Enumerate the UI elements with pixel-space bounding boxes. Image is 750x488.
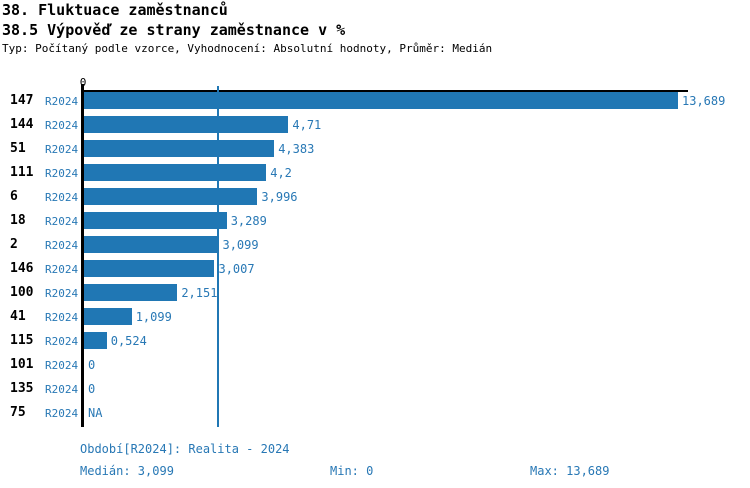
row-id-label: 18 (10, 213, 26, 228)
row-period-label: R2024 (45, 119, 79, 132)
bar (84, 236, 219, 253)
row-period-label: R2024 (45, 263, 79, 276)
bar-value-label: 4,71 (292, 118, 322, 132)
row-id-label: 2 (10, 237, 18, 252)
row-id-label: 111 (10, 165, 34, 180)
row-id-label: 135 (10, 381, 34, 396)
row-id-label: 100 (10, 285, 34, 300)
row-period-label: R2024 (45, 143, 79, 156)
bar-value-label: 3,099 (222, 238, 259, 252)
bar-value-label: 1,099 (135, 310, 172, 324)
row-period-label: R2024 (45, 287, 79, 300)
row-period-label: R2024 (45, 407, 79, 420)
y-axis-line (81, 84, 84, 427)
bar-row: 41 R2024 1,099 (0, 305, 750, 329)
footer-min-label: Min: 0 (330, 464, 374, 478)
bar-value-label: 0,524 (110, 334, 147, 348)
row-period-label: R2024 (45, 167, 79, 180)
footer-median-label: Medián: 3,099 (80, 464, 174, 478)
chart-title-line1: 38. Fluktuace zaměstnanců (2, 1, 228, 19)
bar (84, 164, 267, 181)
chart-title-line2: 38.5 Výpověď ze strany zaměstnance v % (2, 21, 346, 39)
bar-row: 135 R2024 0 (0, 377, 750, 401)
row-id-label: 6 (10, 189, 18, 204)
row-period-label: R2024 (45, 95, 79, 108)
row-period-label: R2024 (45, 311, 79, 324)
bar (84, 332, 107, 349)
bar-row: 144 R2024 4,71 (0, 113, 750, 137)
bar (84, 308, 132, 325)
bar-value-label: 3,996 (261, 190, 298, 204)
bar-value-label: 0 (88, 382, 96, 396)
footer-max-label: Max: 13,689 (530, 464, 610, 478)
bar-row: 101 R2024 0 (0, 353, 750, 377)
row-id-label: 146 (10, 261, 34, 276)
bar-value-label: 4,2 (270, 166, 292, 180)
bar (84, 212, 227, 229)
bar-value-label: 4,383 (278, 142, 315, 156)
bar (84, 92, 678, 109)
bar-row: 100 R2024 2,151 (0, 281, 750, 305)
bar-value-label: 3,007 (218, 262, 255, 276)
bar-value-label: 3,289 (230, 214, 267, 228)
row-period-label: R2024 (45, 335, 79, 348)
bar-row: 146 R2024 3,007 (0, 257, 750, 281)
bar-row: 2 R2024 3,099 (0, 233, 750, 257)
chart-subtitle: Typ: Počítaný podle vzorce, Vyhodnocení:… (2, 42, 493, 55)
row-period-label: R2024 (45, 239, 79, 252)
x-axis-zero-tick-label: 0 (79, 76, 87, 89)
median-line (217, 86, 220, 427)
row-id-label: 101 (10, 357, 34, 372)
bar-row: 6 R2024 3,996 (0, 185, 750, 209)
x-axis-line (81, 90, 688, 92)
row-id-label: 41 (10, 309, 26, 324)
row-id-label: 115 (10, 333, 34, 348)
bar-row: 147 R2024 13,689 (0, 89, 750, 113)
row-period-label: R2024 (45, 215, 79, 228)
footer-period-label: Období[R2024]: Realita - 2024 (80, 442, 290, 456)
bar (84, 116, 289, 133)
row-id-label: 147 (10, 93, 34, 108)
bar (84, 260, 215, 277)
row-period-label: R2024 (45, 359, 79, 372)
row-period-label: R2024 (45, 191, 79, 204)
row-period-label: R2024 (45, 383, 79, 396)
bar-value-label: 13,689 (682, 94, 726, 108)
bar-row: 51 R2024 4,383 (0, 137, 750, 161)
bar-row: 18 R2024 3,289 (0, 209, 750, 233)
bar (84, 284, 178, 301)
bar (84, 188, 258, 205)
bar-value-label: 2,151 (181, 286, 218, 300)
bar-row: 75 R2024 NA (0, 401, 750, 425)
row-id-label: 144 (10, 117, 34, 132)
bar-row: 115 R2024 0,524 (0, 329, 750, 353)
row-id-label: 51 (10, 141, 26, 156)
bar-value-label: NA (88, 406, 103, 420)
bar (84, 140, 275, 157)
bar-row: 111 R2024 4,2 (0, 161, 750, 185)
row-id-label: 75 (10, 405, 26, 420)
bar-value-label: 0 (88, 358, 96, 372)
